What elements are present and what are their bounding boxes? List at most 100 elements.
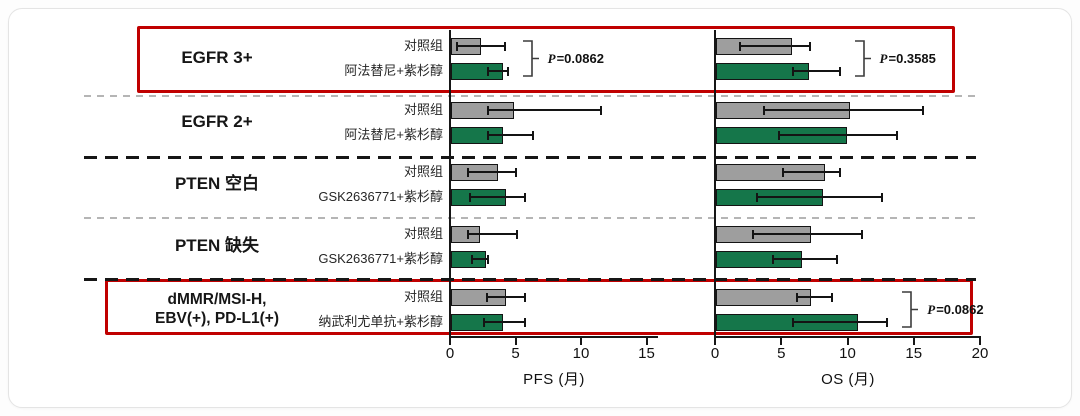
- error-bar-cap-left-os: [792, 317, 795, 327]
- error-bar-cap-left-os: [792, 66, 795, 76]
- axis-tick-os: [846, 338, 849, 345]
- error-bar-cap-right-pfs: [515, 229, 518, 239]
- axis-tick-label-pfs: 0: [445, 345, 455, 362]
- group-separator-light: [84, 216, 976, 219]
- row-label-control: 对照组: [403, 38, 443, 53]
- bracket-icon: [854, 40, 871, 77]
- error-bar-cap-left-os: [752, 229, 755, 239]
- group-label-line: EBV(+), PD-L1(+): [154, 310, 279, 327]
- group-separator-dark: [84, 277, 976, 281]
- error-bar-cap-right-os: [830, 292, 833, 302]
- axis-tick-os: [780, 338, 783, 345]
- error-bar-os: [757, 196, 882, 198]
- group-separator-light: [84, 95, 976, 97]
- group-label-line: EGFR 2+: [181, 112, 253, 132]
- axis-tick-os: [912, 338, 915, 345]
- axis-line-baseline-pfs: [449, 336, 658, 338]
- error-bar-cap-right-pfs: [599, 105, 602, 115]
- error-bar-pfs: [468, 171, 516, 173]
- row-label-treatment: 纳武利尤单抗+紫杉醇: [318, 314, 443, 329]
- axis-title-os: OS (月): [821, 371, 875, 388]
- row-label-treatment: 阿法替尼+紫杉醇: [344, 63, 443, 78]
- error-bar-cap-left-os: [772, 254, 775, 264]
- error-bar-os: [753, 233, 863, 235]
- error-bar-cap-right-os: [880, 192, 883, 202]
- group-label-2: PTEN 空白: [92, 162, 342, 206]
- error-bar-pfs: [484, 321, 525, 323]
- error-bar-cap-right-os: [895, 130, 898, 140]
- p-bracket: [901, 291, 919, 328]
- row-label-control: 对照组: [403, 164, 443, 179]
- error-bar-pfs: [472, 258, 488, 260]
- error-bar-pfs: [487, 70, 508, 72]
- p-value-label: P=0.3585: [879, 50, 936, 66]
- error-bar-cap-left-pfs: [467, 229, 470, 239]
- error-bar-cap-left-pfs: [485, 292, 488, 302]
- axis-tick-label-os: 20: [971, 345, 989, 362]
- error-bar-os: [773, 258, 837, 260]
- error-bar-os: [778, 134, 897, 136]
- error-bar-cap-right-os: [835, 254, 838, 264]
- axis-line-vertical-os: [714, 30, 716, 338]
- group-label-4: dMMR/MSI-H, EBV(+), PD-L1(+): [92, 287, 342, 331]
- group-label-1: EGFR 2+: [92, 100, 342, 144]
- axis-line-baseline-os: [714, 336, 981, 338]
- axis-title-pfs: PFS (月): [523, 371, 585, 388]
- error-bar-os: [782, 171, 840, 173]
- group-label-line: PTEN 空白: [174, 174, 260, 194]
- error-bar-cap-left-pfs: [486, 105, 489, 115]
- error-bar-cap-left-os: [756, 192, 759, 202]
- group-label-line: PTEN 缺失: [174, 236, 260, 256]
- error-bar-pfs: [468, 233, 517, 235]
- row-label-control: 对照组: [403, 102, 443, 117]
- figure-card: [8, 8, 1072, 408]
- axis-tick-os: [714, 338, 716, 345]
- axis-line-vertical-pfs: [449, 30, 451, 338]
- p-bracket: [522, 40, 540, 77]
- error-bar-cap-right-os: [809, 41, 812, 51]
- error-bar-pfs: [456, 45, 506, 47]
- error-bar-cap-right-os: [838, 66, 841, 76]
- error-bar-cap-left-os: [777, 130, 780, 140]
- error-bar-cap-left-os: [781, 167, 784, 177]
- error-bar-pfs: [486, 296, 525, 298]
- p-bracket: [854, 40, 872, 77]
- group-label-3: PTEN 缺失: [92, 224, 342, 268]
- error-bar-os: [793, 70, 840, 72]
- group-separator-dark: [84, 156, 976, 159]
- row-label-control: 对照组: [403, 289, 443, 304]
- axis-tick-label-pfs: 15: [638, 345, 655, 362]
- error-bar-cap-right-pfs: [523, 317, 526, 327]
- error-bar-cap-left-pfs: [483, 317, 486, 327]
- bracket-icon: [522, 40, 539, 77]
- row-label-treatment: GSK2636771+紫杉醇: [318, 189, 443, 204]
- error-bar-cap-right-pfs: [523, 192, 526, 202]
- group-label-line: EGFR 3+: [181, 48, 253, 68]
- error-bar-cap-right-pfs: [504, 41, 507, 51]
- p-value-label: P=0.0862: [927, 301, 984, 317]
- error-bar-cap-left-pfs: [455, 41, 458, 51]
- axis-tick-label-os: 10: [839, 345, 856, 362]
- error-bar-cap-right-os: [886, 317, 889, 327]
- row-label-treatment: GSK2636771+紫杉醇: [318, 251, 443, 266]
- axis-tick-pfs: [449, 338, 451, 345]
- error-bar-cap-left-pfs: [467, 167, 470, 177]
- error-bar-cap-left-os: [763, 105, 766, 115]
- axis-tick-pfs: [645, 338, 648, 345]
- error-bar-os: [797, 296, 832, 298]
- error-bar-cap-right-os: [922, 105, 925, 115]
- axis-tick-label-os: 15: [905, 345, 923, 362]
- error-bar-cap-right-pfs: [523, 292, 526, 302]
- error-bar-pfs: [469, 196, 525, 198]
- axis-tick-pfs: [580, 338, 582, 345]
- p-value-label: P=0.0862: [547, 50, 604, 66]
- error-bar-os: [793, 321, 888, 323]
- axis-tick-label-pfs: 10: [572, 345, 590, 362]
- highlight-box-bottom: [105, 279, 973, 335]
- bracket-icon: [902, 291, 919, 328]
- error-bar-cap-left-pfs: [486, 130, 489, 140]
- error-bar-cap-left-pfs: [486, 66, 489, 76]
- error-bar-cap-left-os: [796, 292, 799, 302]
